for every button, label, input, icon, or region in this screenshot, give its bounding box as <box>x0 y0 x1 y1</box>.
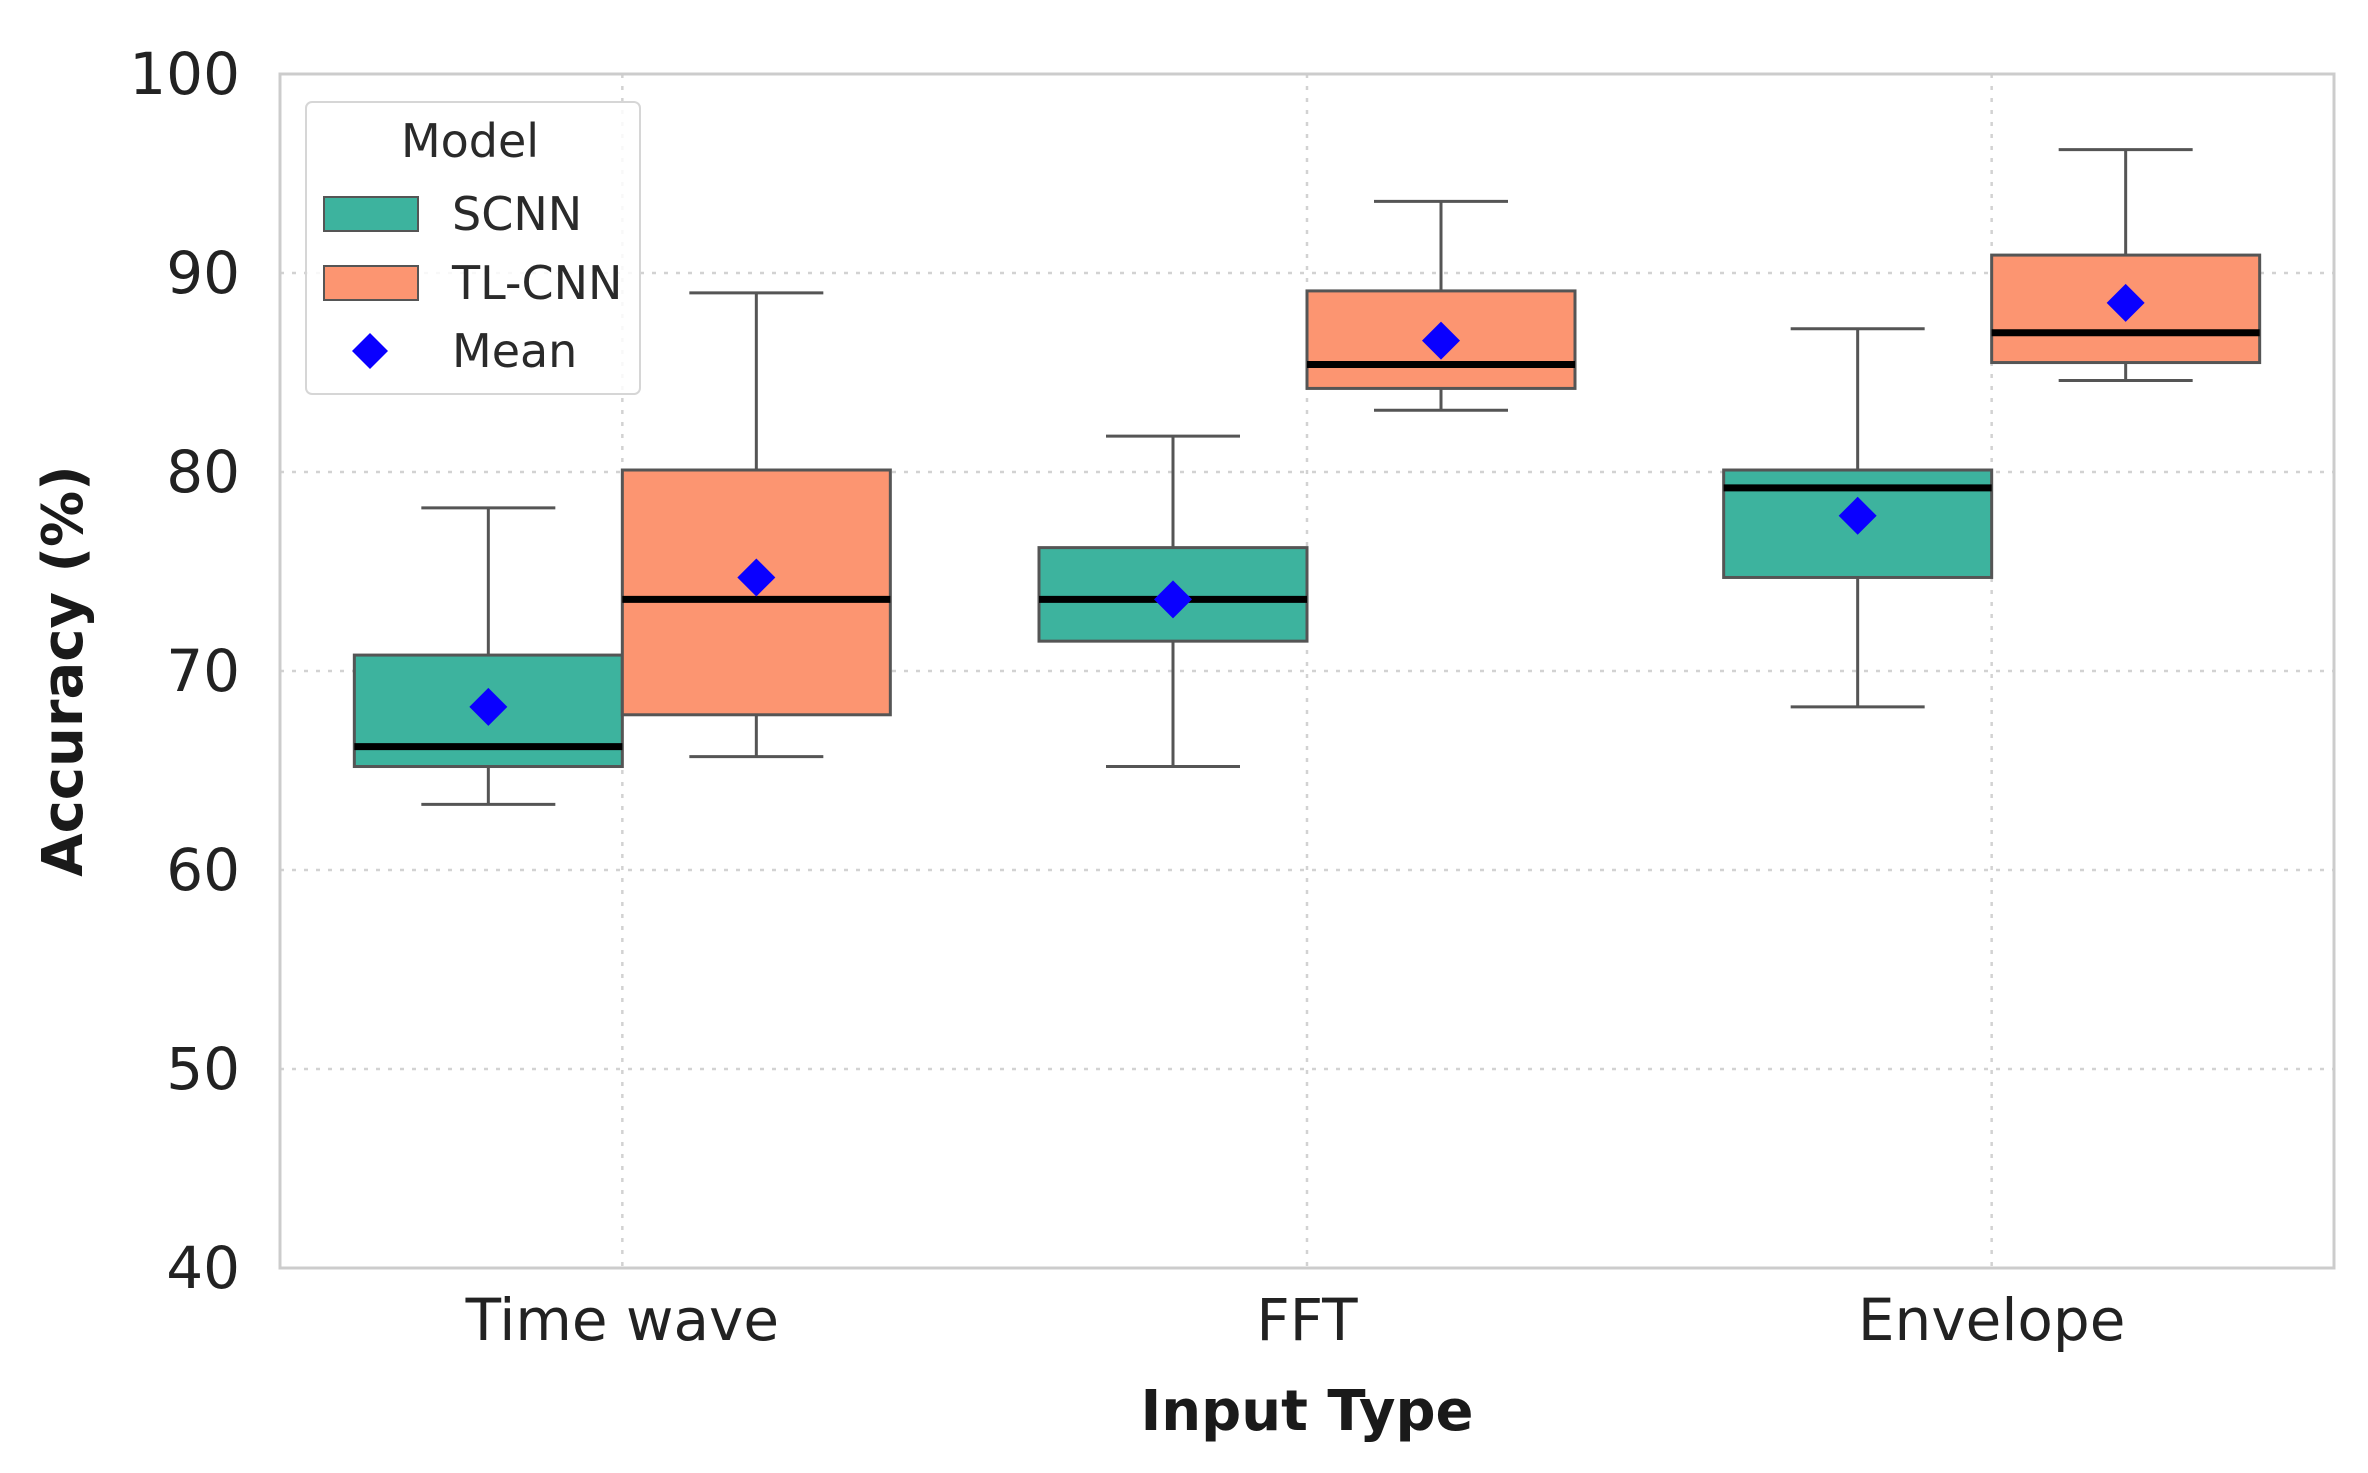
legend-swatch-scnn <box>323 196 419 232</box>
mean-marker <box>1422 321 1460 360</box>
x-axis-ticks: Time wave FFT Envelope <box>465 1286 2126 1354</box>
box-tl-cnn-2 <box>1990 148 2262 382</box>
mean-marker <box>2106 283 2145 322</box>
mean-marker <box>1154 580 1192 619</box>
x-axis-title: Input Type <box>1140 1379 1473 1444</box>
legend-label-tl-cnn: TL-CNN <box>451 256 622 310</box>
y-axis-title: Accuracy (%) <box>31 465 96 877</box>
box-scnn-1 <box>1037 434 1309 769</box>
y-tick-label: 70 <box>166 637 240 705</box>
y-axis-ticks: 40 50 60 70 80 90 100 <box>129 40 240 1302</box>
legend-swatch-mean <box>352 333 388 369</box>
y-tick-label: 40 <box>166 1234 240 1302</box>
mean-marker <box>1838 496 1877 535</box>
x-tick-label: FFT <box>1256 1286 1358 1354</box>
box-scnn-0 <box>352 506 624 806</box>
legend-box <box>305 101 641 395</box>
y-tick-label: 100 <box>129 40 240 108</box>
box-scnn-2 <box>1722 327 1994 709</box>
box-tl-cnn-0 <box>620 291 892 759</box>
y-tick-label: 50 <box>166 1035 240 1103</box>
x-tick-label: Envelope <box>1858 1286 2126 1354</box>
legend-swatch-tl-cnn <box>323 265 419 301</box>
y-tick-label: 90 <box>166 239 240 307</box>
plot-frame <box>278 72 2336 1270</box>
legend-title: Model <box>401 114 539 168</box>
y-tick-label: 80 <box>166 438 240 506</box>
legend-label-scnn: SCNN <box>452 187 582 241</box>
x-tick-label: Time wave <box>465 1286 779 1354</box>
mean-marker <box>469 687 508 726</box>
legend-label-mean: Mean <box>452 324 577 378</box>
y-tick-label: 60 <box>166 836 240 904</box>
legend: Model SCNN TL-CNN Mean <box>305 101 641 395</box>
boxes <box>352 148 2262 806</box>
mean-marker <box>737 558 776 597</box>
box-tl-cnn-1 <box>1305 199 1577 412</box>
